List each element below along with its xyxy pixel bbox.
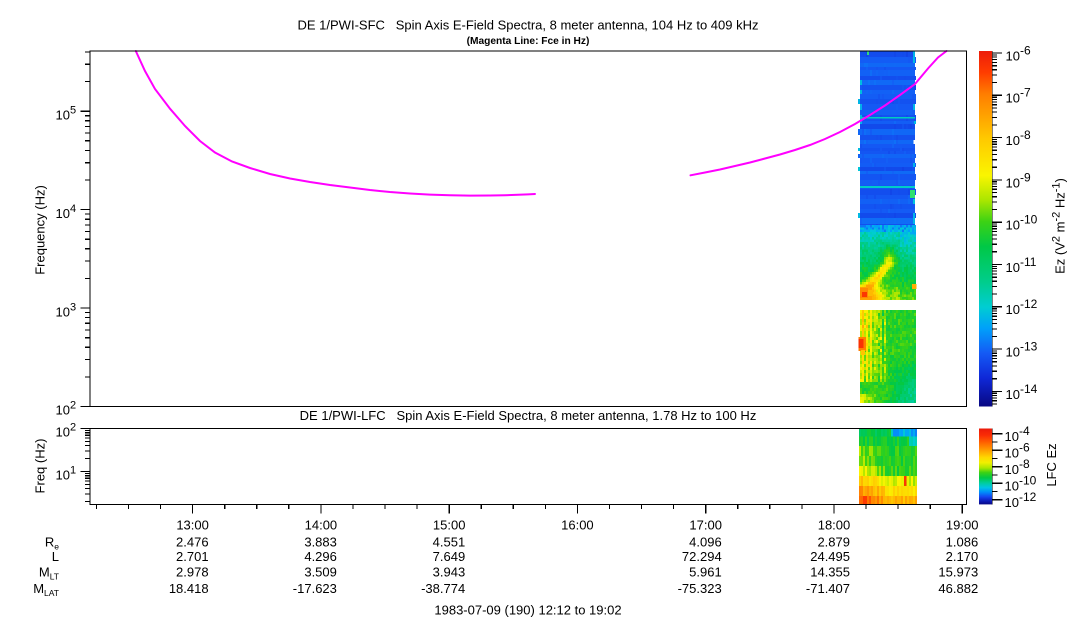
svg-text:14:00: 14:00 (305, 518, 338, 533)
svg-text:16:00: 16:00 (561, 518, 594, 533)
svg-text:15.973: 15.973 (938, 565, 978, 580)
svg-text:18:00: 18:00 (818, 518, 851, 533)
svg-text:Freq (Hz): Freq (Hz) (33, 439, 48, 494)
svg-text:4.096: 4.096 (689, 535, 722, 550)
svg-text:LFC Ez: LFC Ez (1044, 443, 1059, 486)
svg-text:(Magenta Line: Fce in Hz): (Magenta Line: Fce in Hz) (467, 36, 590, 47)
svg-text:24.495: 24.495 (810, 549, 850, 564)
svg-text:3.509: 3.509 (304, 565, 337, 580)
svg-text:3.943: 3.943 (433, 565, 466, 580)
svg-text:2.170: 2.170 (946, 549, 979, 564)
svg-text:2.978: 2.978 (176, 565, 209, 580)
svg-text:7.649: 7.649 (433, 549, 466, 564)
svg-text:72.294: 72.294 (682, 549, 722, 564)
svg-text:-17.623: -17.623 (293, 581, 337, 596)
svg-text:4.551: 4.551 (433, 535, 466, 550)
svg-text:14.355: 14.355 (810, 565, 850, 580)
svg-text:1983-07-09 (190) 12:12 to 19:0: 1983-07-09 (190) 12:12 to 19:02 (434, 603, 621, 618)
svg-text:-75.323: -75.323 (678, 581, 722, 596)
svg-text:Frequency (Hz): Frequency (Hz) (33, 185, 48, 275)
svg-text:17:00: 17:00 (689, 518, 722, 533)
svg-text:15:00: 15:00 (433, 518, 466, 533)
svg-text:3.883: 3.883 (304, 535, 337, 550)
svg-text:2.701: 2.701 (176, 549, 209, 564)
svg-text:Ez (V2 m-2 Hz-1): Ez (V2 m-2 Hz-1) (1051, 178, 1068, 274)
svg-text:1.086: 1.086 (946, 535, 979, 550)
svg-text:18.418: 18.418 (169, 581, 209, 596)
svg-text:L: L (52, 549, 59, 564)
svg-text:19:00: 19:00 (946, 518, 979, 533)
svg-text:-38.774: -38.774 (421, 581, 465, 596)
svg-text:4.296: 4.296 (304, 549, 337, 564)
svg-text:DE 1/PWI-SFC Spin Axis E-Fie: DE 1/PWI-SFC Spin Axis E-Field Spectra, … (298, 18, 759, 33)
svg-text:46.882: 46.882 (938, 581, 978, 596)
svg-text:13:00: 13:00 (176, 518, 209, 533)
svg-text:2.476: 2.476 (176, 535, 209, 550)
svg-text:-71.407: -71.407 (806, 581, 850, 596)
svg-text:2.879: 2.879 (817, 535, 850, 550)
svg-text:DE 1/PWI-LFC Spin Axis E-Fie: DE 1/PWI-LFC Spin Axis E-Field Spectra, … (300, 408, 757, 423)
svg-text:5.961: 5.961 (689, 565, 722, 580)
